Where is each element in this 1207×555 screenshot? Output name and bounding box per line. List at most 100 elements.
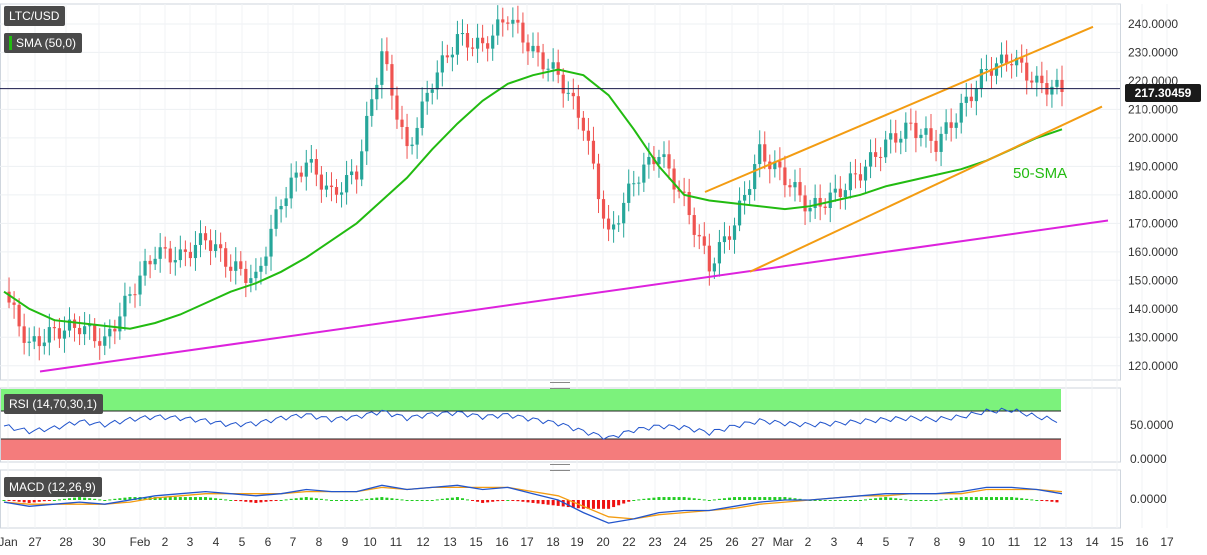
candle-body [350, 171, 354, 176]
macd-histogram-bar [93, 498, 97, 500]
x-tick-label: 15 [469, 535, 483, 549]
candle-body [7, 291, 11, 303]
candle-body [344, 175, 349, 193]
candle-body [511, 19, 515, 24]
candle-body [999, 54, 1004, 64]
macd-label: MACD (12,26,9) [9, 480, 96, 494]
x-tick-label: 8 [934, 535, 941, 549]
candle-body [390, 64, 394, 96]
candle-body [692, 215, 696, 235]
pane-splitter-rsi[interactable] [550, 382, 570, 389]
x-tick-label: 3 [831, 535, 838, 549]
candle-body [994, 63, 999, 76]
candle-body [249, 278, 253, 283]
macd-histogram-bar [607, 500, 611, 509]
macd-histogram-bar [319, 498, 323, 500]
macd-histogram-bar [657, 497, 661, 500]
macd-histogram-bar [73, 497, 77, 500]
macd-histogram-bar [314, 498, 318, 500]
macd-histogram-bar [889, 497, 893, 500]
macd-histogram-bar [818, 500, 822, 501]
macd-histogram-bar [591, 500, 595, 509]
macd-histogram-bar [581, 500, 585, 509]
macd-histogram-bar [1000, 497, 1004, 500]
macd-histogram-bar [828, 500, 832, 501]
macd-histogram-bar [546, 500, 550, 505]
macd-histogram-bar [113, 498, 117, 500]
x-tick-label: Mar [773, 535, 794, 549]
candle-body [763, 144, 767, 162]
x-tick-label: 10 [363, 535, 377, 549]
candle-body [1010, 64, 1014, 66]
macd-badge[interactable]: MACD (12,26,9) [4, 477, 102, 497]
price-tick-label: 210.0000 [1128, 102, 1178, 116]
macd-histogram-bar [647, 498, 651, 500]
candle-body [415, 127, 419, 145]
macd-histogram-bar [173, 497, 177, 500]
candle-body [954, 122, 958, 128]
support-trendline [39, 219, 1109, 373]
macd-histogram-bar [450, 497, 454, 500]
macd-histogram-bar [425, 500, 429, 501]
macd-histogram-bar [954, 497, 958, 500]
candle-body [314, 159, 318, 175]
candle-body [838, 188, 842, 197]
candle-body [1035, 75, 1039, 83]
candle-body [324, 185, 329, 190]
macd-histogram-bar [219, 498, 223, 500]
macd-histogram-bar [541, 500, 545, 505]
macd-histogram-bar [707, 500, 711, 501]
candle-body [964, 96, 968, 103]
candle-body [360, 151, 364, 180]
macd-histogram-bar [632, 500, 636, 501]
rsi-badge[interactable]: RSI (14,70,30,1) [4, 394, 104, 414]
candle-body [899, 138, 903, 143]
macd-histogram-bar [52, 500, 56, 501]
rsi-label: RSI (14,70,30,1) [9, 397, 98, 411]
macd-histogram-bar [995, 497, 999, 500]
candle-body [773, 161, 777, 170]
x-tick-label: 20 [596, 535, 610, 549]
symbol-badge[interactable]: LTC/USD [4, 6, 66, 26]
candle-body [586, 130, 591, 141]
macd-histogram-bar [662, 497, 666, 500]
candle-body [37, 336, 41, 347]
macd-histogram-bar [1005, 497, 1009, 500]
candle-body [909, 122, 913, 124]
x-tick-label: 17 [1160, 535, 1174, 549]
candle-body [279, 206, 283, 210]
macd-histogram-bar [652, 497, 656, 500]
x-tick-label: 26 [725, 535, 739, 549]
macd-histogram-bar [929, 500, 933, 501]
price-tick-label: 150.0000 [1128, 273, 1178, 287]
macd-histogram-bar [833, 500, 837, 501]
candle-body [440, 55, 444, 73]
candle-body [617, 223, 621, 225]
macd-histogram-bar [813, 500, 817, 501]
candle-body [178, 249, 182, 261]
x-tick-label: 8 [316, 535, 323, 549]
rsi-tick-label: 0.0000 [1130, 452, 1167, 466]
macd-histogram-bar [1050, 500, 1054, 502]
x-tick-label: 13 [443, 535, 457, 549]
macd-histogram-bar [491, 500, 495, 502]
x-tick-label: 23 [648, 535, 662, 549]
candle-body [803, 195, 807, 212]
candle-body [813, 197, 817, 209]
price-tick-label: 140.0000 [1128, 302, 1178, 316]
macd-histogram-bar [57, 499, 61, 501]
macd-histogram-bar [269, 500, 273, 502]
macd-histogram-bar [198, 497, 202, 500]
macd-histogram-bar [390, 498, 394, 500]
x-tick-label: 18 [546, 535, 560, 549]
macd-histogram-bar [466, 499, 470, 501]
candle-body [208, 240, 213, 251]
candle-body [1015, 57, 1019, 66]
pane-splitter-macd[interactable] [550, 464, 570, 471]
candle-body [430, 89, 434, 93]
candle-body [647, 156, 651, 165]
candle-body [989, 68, 994, 76]
sma-badge[interactable]: SMA (50,0) [4, 33, 83, 53]
candle-body [410, 144, 414, 147]
macd-histogram-bar [783, 497, 787, 500]
